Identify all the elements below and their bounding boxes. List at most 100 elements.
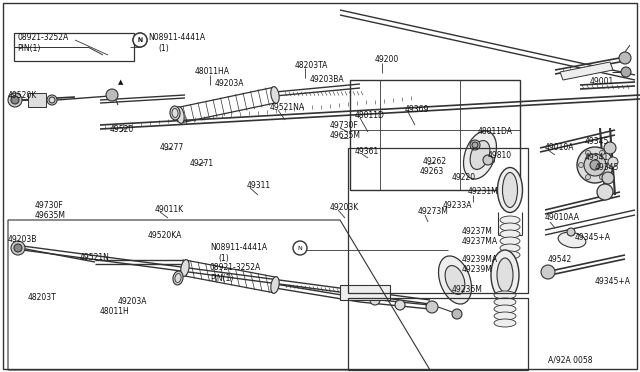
- Ellipse shape: [494, 291, 516, 299]
- Text: 49200: 49200: [375, 55, 399, 64]
- Text: PIN(1): PIN(1): [17, 44, 40, 52]
- Circle shape: [619, 52, 631, 64]
- Text: 49369: 49369: [405, 106, 429, 115]
- Text: 49810: 49810: [488, 151, 512, 160]
- Circle shape: [483, 155, 493, 165]
- Circle shape: [600, 150, 605, 155]
- Text: 48011H: 48011H: [100, 308, 130, 317]
- Circle shape: [395, 300, 405, 310]
- Text: 48203T: 48203T: [28, 294, 57, 302]
- Circle shape: [8, 93, 22, 107]
- Text: 49001: 49001: [590, 77, 614, 87]
- Circle shape: [586, 150, 591, 155]
- Text: (1): (1): [218, 253, 228, 263]
- Text: N08911-4441A: N08911-4441A: [210, 244, 267, 253]
- Ellipse shape: [491, 250, 519, 300]
- Circle shape: [604, 142, 616, 154]
- Circle shape: [579, 163, 584, 167]
- Ellipse shape: [502, 173, 518, 208]
- Ellipse shape: [175, 273, 181, 282]
- Circle shape: [370, 295, 380, 305]
- Ellipse shape: [497, 167, 522, 212]
- Circle shape: [11, 96, 19, 104]
- Circle shape: [11, 241, 25, 255]
- Text: 49345: 49345: [595, 164, 620, 173]
- Circle shape: [621, 67, 631, 77]
- Ellipse shape: [500, 251, 520, 259]
- Circle shape: [293, 241, 307, 255]
- Circle shape: [608, 157, 618, 167]
- Text: 49521NA: 49521NA: [270, 103, 305, 112]
- Text: A/92A 0058: A/92A 0058: [548, 356, 593, 365]
- Ellipse shape: [438, 256, 472, 304]
- Text: 49203A: 49203A: [215, 78, 244, 87]
- Text: 49730F: 49730F: [330, 121, 359, 129]
- Text: 08921-3252A: 08921-3252A: [17, 33, 68, 42]
- Circle shape: [47, 95, 57, 105]
- Ellipse shape: [445, 266, 465, 294]
- Ellipse shape: [173, 271, 183, 285]
- Text: 49542: 49542: [548, 256, 572, 264]
- Text: 49521N: 49521N: [80, 253, 110, 263]
- Text: 49010AA: 49010AA: [545, 214, 580, 222]
- Text: 49263: 49263: [420, 167, 444, 176]
- Circle shape: [597, 184, 613, 200]
- Text: (1): (1): [158, 44, 169, 52]
- Text: 49635M: 49635M: [35, 211, 66, 219]
- Ellipse shape: [497, 258, 513, 292]
- Text: 49273M: 49273M: [418, 208, 449, 217]
- Ellipse shape: [271, 277, 279, 294]
- Text: 49010A: 49010A: [545, 144, 575, 153]
- Circle shape: [452, 309, 462, 319]
- Circle shape: [584, 154, 606, 176]
- Ellipse shape: [271, 87, 279, 103]
- Circle shape: [106, 89, 118, 101]
- Text: 49203A: 49203A: [118, 298, 147, 307]
- Bar: [350, 80, 520, 190]
- Ellipse shape: [170, 106, 180, 120]
- Polygon shape: [560, 62, 613, 80]
- Circle shape: [133, 33, 147, 47]
- Text: 49239MA: 49239MA: [462, 256, 498, 264]
- Text: 49203K: 49203K: [330, 203, 359, 212]
- Bar: [340, 285, 390, 300]
- Ellipse shape: [463, 131, 497, 179]
- Text: N: N: [298, 246, 302, 250]
- Circle shape: [602, 172, 614, 184]
- Text: 49520K: 49520K: [8, 92, 37, 100]
- Text: 49730F: 49730F: [35, 201, 64, 209]
- Ellipse shape: [494, 305, 516, 313]
- Text: PIN(1): PIN(1): [210, 273, 234, 282]
- Text: N08911-4441A: N08911-4441A: [148, 33, 205, 42]
- Text: 49233A: 49233A: [443, 201, 472, 209]
- Text: 49220: 49220: [452, 173, 476, 183]
- Ellipse shape: [172, 109, 178, 118]
- Text: 49271: 49271: [190, 158, 214, 167]
- Ellipse shape: [500, 216, 520, 224]
- Ellipse shape: [470, 141, 490, 169]
- Ellipse shape: [180, 260, 189, 276]
- Text: 49361: 49361: [355, 148, 380, 157]
- Text: 48011D: 48011D: [355, 110, 385, 119]
- Text: 48011HA: 48011HA: [195, 67, 230, 77]
- Ellipse shape: [500, 244, 520, 252]
- Text: 49277: 49277: [160, 144, 184, 153]
- Circle shape: [577, 147, 613, 183]
- Circle shape: [14, 244, 22, 252]
- Text: 49237MA: 49237MA: [462, 237, 498, 247]
- Circle shape: [586, 174, 591, 180]
- Circle shape: [600, 174, 605, 180]
- Text: 49236M: 49236M: [452, 285, 483, 295]
- Text: N: N: [138, 37, 143, 43]
- Circle shape: [607, 163, 611, 167]
- Bar: [14, 33, 134, 61]
- Text: 49311: 49311: [247, 180, 271, 189]
- Ellipse shape: [176, 107, 184, 124]
- Text: 49231M: 49231M: [468, 187, 499, 196]
- Text: 08921-3252A: 08921-3252A: [210, 263, 261, 273]
- Text: 48011DA: 48011DA: [478, 128, 513, 137]
- Circle shape: [470, 140, 480, 150]
- Circle shape: [426, 301, 438, 313]
- Ellipse shape: [494, 312, 516, 320]
- Ellipse shape: [494, 298, 516, 306]
